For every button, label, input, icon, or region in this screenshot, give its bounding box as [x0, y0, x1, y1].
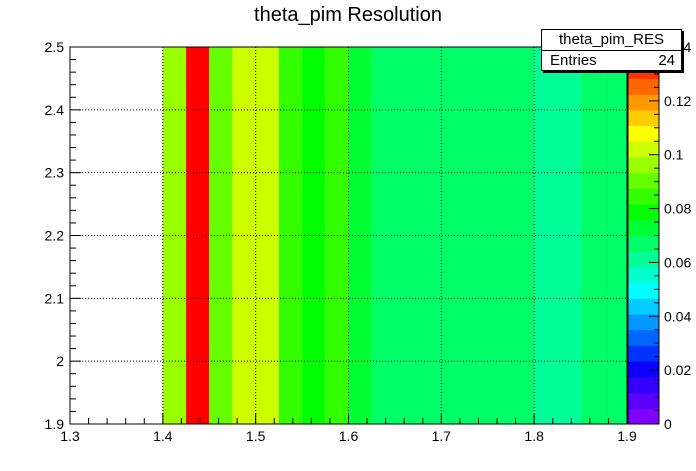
- x-axis: 1.3 1.4 1.5 1.6 1.7 1.8 1.9: [60, 413, 637, 444]
- palette-swatch-6: [628, 314, 659, 331]
- stats-box: theta_pim_RES Entries 24: [541, 29, 682, 71]
- y-tick-label-3: 2.2: [45, 228, 65, 244]
- palette-swatch-1: [628, 392, 659, 409]
- z-tick-label-1: 0.02: [664, 362, 691, 378]
- heatmap-cell-9: [371, 47, 535, 424]
- stats-entries-row: Entries 24: [542, 51, 681, 70]
- y-tick-label-0: 1.9: [45, 416, 65, 432]
- z-tick-label-3: 0.06: [664, 254, 691, 270]
- palette-swatch-18: [628, 125, 659, 142]
- palette-swatch-7: [628, 298, 659, 315]
- y-tick-label-2: 2.1: [45, 290, 65, 306]
- palette-swatch-19: [628, 109, 659, 127]
- palette-swatch-8: [628, 282, 659, 299]
- z-tick-label-4: 0.08: [664, 201, 691, 217]
- heatmap-cell-0: [162, 47, 187, 424]
- entries-value: 24: [658, 52, 675, 69]
- palette-swatch-5: [628, 329, 659, 346]
- palette-swatch-4: [628, 345, 659, 362]
- y-tick-label-1: 2: [56, 353, 64, 369]
- z-tick-label-0: 0: [664, 416, 672, 432]
- y-tick-label-5: 2.4: [45, 102, 65, 118]
- x-tick-label-6: 1.9: [617, 428, 637, 444]
- x-tick-label-4: 1.7: [432, 428, 452, 444]
- y-axis: 1.9 2 2.1 2.2 2.3 2.4 2.5: [45, 39, 81, 432]
- chart-title: theta_pim Resolution: [254, 4, 442, 26]
- palette-swatch-15: [628, 172, 659, 189]
- palette-swatch-11: [628, 235, 659, 252]
- z-tick-label-5: 0.1: [664, 147, 684, 163]
- palette-swatch-10: [628, 251, 659, 268]
- z-tick-label-2: 0.04: [664, 308, 691, 324]
- x-tick-label-0: 1.3: [60, 428, 80, 444]
- color-palette-axis: 00.020.040.060.080.10.120.14: [627, 39, 691, 432]
- palette-swatch-9: [628, 266, 659, 284]
- x-tick-label-1: 1.4: [153, 428, 173, 444]
- palette-swatch-3: [628, 361, 659, 378]
- palette-swatch-21: [628, 78, 659, 95]
- heatmap-cell-8: [348, 47, 372, 424]
- heatmap-cell-5: [278, 47, 303, 424]
- palette-swatch-0: [628, 408, 659, 425]
- x-tick-label-3: 1.6: [339, 428, 359, 444]
- palette-swatch-12: [628, 219, 659, 236]
- entries-label: Entries: [550, 52, 597, 69]
- stats-box-name: theta_pim_RES: [542, 30, 681, 51]
- heatmap-cell-12: [603, 47, 627, 424]
- heatmap-cell-7: [325, 47, 349, 424]
- palette-swatch-2: [628, 376, 659, 394]
- z-tick-label-6: 0.12: [664, 93, 691, 109]
- x-tick-label-5: 1.8: [524, 428, 544, 444]
- heatmap-cell-1: [186, 47, 210, 424]
- heatmap-cell-4: [255, 47, 279, 424]
- x-tick-label-2: 1.5: [246, 428, 266, 444]
- palette-swatch-16: [628, 156, 659, 174]
- y-tick-label-6: 2.5: [45, 39, 65, 55]
- palette-swatch-20: [628, 94, 659, 111]
- palette-swatch-17: [628, 141, 659, 158]
- y-tick-label-4: 2.3: [45, 165, 65, 181]
- palette-swatch-14: [628, 188, 659, 205]
- palette-swatch-13: [628, 204, 659, 221]
